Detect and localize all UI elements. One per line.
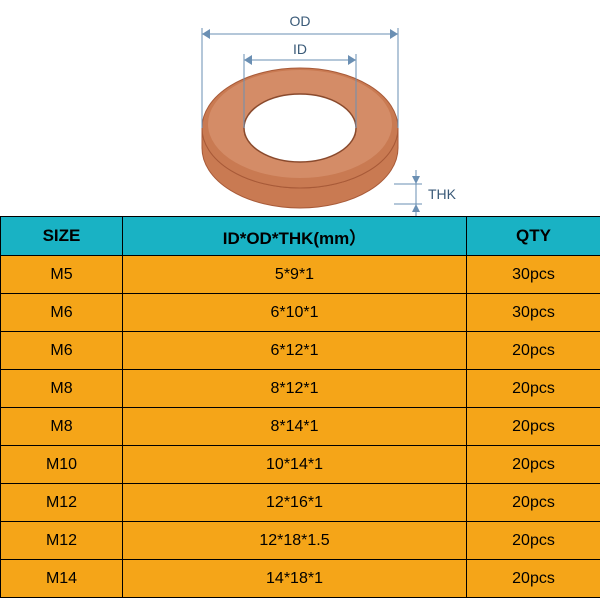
cell-qty: 20pcs <box>467 560 600 598</box>
column-header-qty: QTY <box>467 217 600 256</box>
cell-size: M6 <box>1 294 123 332</box>
cell-qty: 30pcs <box>467 294 600 332</box>
cell-size: M8 <box>1 370 123 408</box>
cell-dims: 14*18*1 <box>123 560 467 598</box>
cell-size: M10 <box>1 446 123 484</box>
cell-qty: 20pcs <box>467 446 600 484</box>
cell-dims: 12*16*1 <box>123 484 467 522</box>
cell-dims: 5*9*1 <box>123 256 467 294</box>
table-row: M88*14*120pcs <box>1 408 600 446</box>
table-row: M1212*18*1.520pcs <box>1 522 600 560</box>
cell-size: M5 <box>1 256 123 294</box>
cell-size: M12 <box>1 522 123 560</box>
cell-dims: 12*18*1.5 <box>123 522 467 560</box>
cell-qty: 20pcs <box>467 484 600 522</box>
table-row: M1010*14*120pcs <box>1 446 600 484</box>
table-row: M1414*18*120pcs <box>1 560 600 598</box>
washer-diagram: OD ID THK <box>0 0 600 216</box>
cell-dims: 10*14*1 <box>123 446 467 484</box>
od-label: OD <box>290 13 311 29</box>
table-row: M1212*16*120pcs <box>1 484 600 522</box>
cell-qty: 20pcs <box>467 332 600 370</box>
column-header-dims: ID*OD*THK(mm） <box>123 217 467 256</box>
cell-dims: 8*14*1 <box>123 408 467 446</box>
table-row: M66*10*130pcs <box>1 294 600 332</box>
table-row: M88*12*120pcs <box>1 370 600 408</box>
spec-table: SIZEID*OD*THK(mm）QTY M55*9*130pcsM66*10*… <box>0 216 600 598</box>
cell-qty: 20pcs <box>467 370 600 408</box>
table-body: M55*9*130pcsM66*10*130pcsM66*12*120pcsM8… <box>1 256 600 598</box>
cell-size: M12 <box>1 484 123 522</box>
cell-dims: 6*12*1 <box>123 332 467 370</box>
table-row: M55*9*130pcs <box>1 256 600 294</box>
cell-dims: 6*10*1 <box>123 294 467 332</box>
thk-label: THK <box>428 186 457 202</box>
cell-size: M14 <box>1 560 123 598</box>
cell-qty: 20pcs <box>467 408 600 446</box>
cell-dims: 8*12*1 <box>123 370 467 408</box>
cell-size: M8 <box>1 408 123 446</box>
cell-size: M6 <box>1 332 123 370</box>
table-row: M66*12*120pcs <box>1 332 600 370</box>
column-header-size: SIZE <box>1 217 123 256</box>
cell-qty: 30pcs <box>467 256 600 294</box>
table-header-row: SIZEID*OD*THK(mm）QTY <box>1 217 600 256</box>
cell-qty: 20pcs <box>467 522 600 560</box>
id-label: ID <box>293 41 307 57</box>
diagram-svg: OD ID THK <box>0 0 600 216</box>
spec-table-container: SIZEID*OD*THK(mm）QTY M55*9*130pcsM66*10*… <box>0 216 600 598</box>
